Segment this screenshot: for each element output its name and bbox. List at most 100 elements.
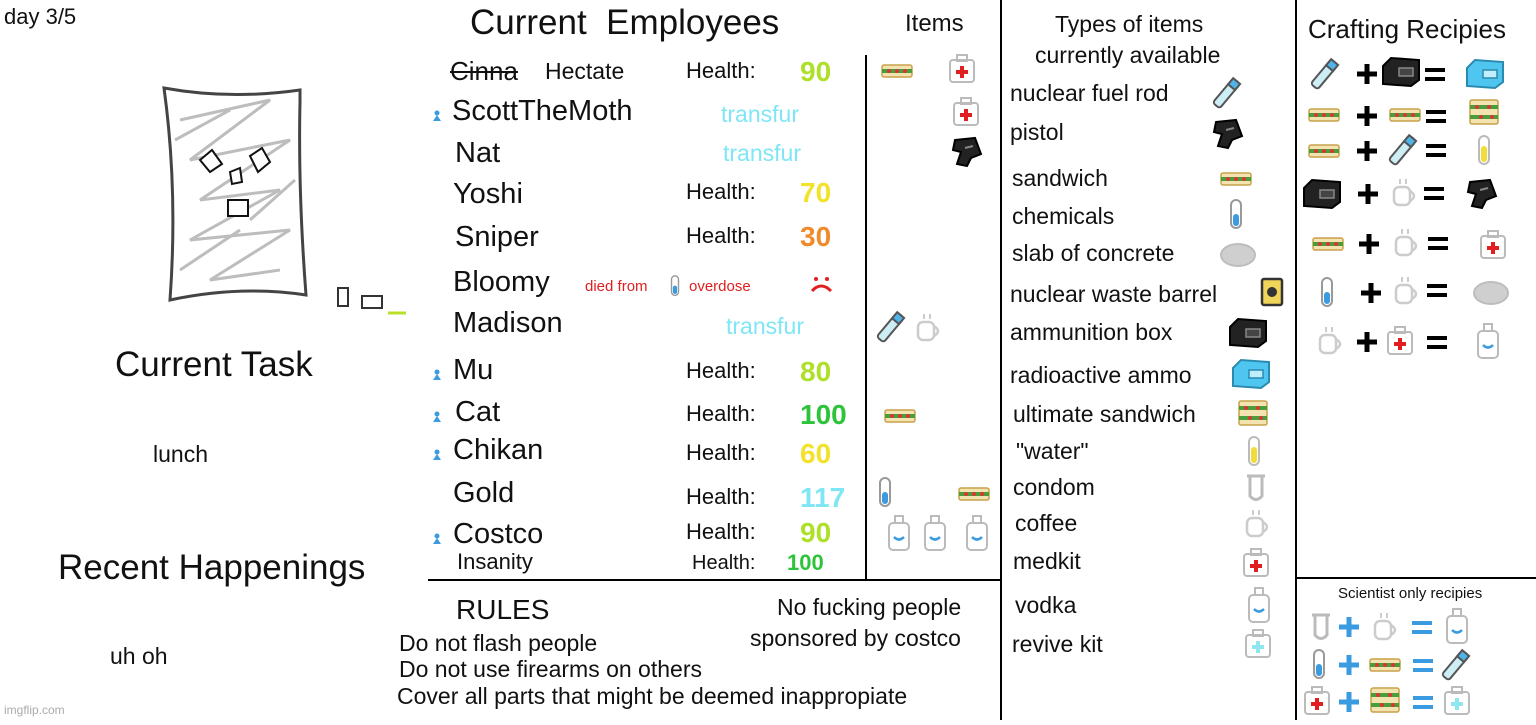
scp-drawing-icon [150,80,420,325]
employee-name: Nat [455,137,501,169]
divider-rules [428,579,1001,581]
health-label: Health: [686,519,756,544]
recipe-7 [1318,322,1500,360]
employee-name: Bloomy [453,266,550,298]
item-type-label: medkit [1013,548,1081,574]
item-type-label: sandwich [1012,165,1108,191]
recipe-2 [1308,99,1499,126]
current-task-value: lunch [153,441,208,467]
crafting-recipes [1297,50,1536,365]
item-type-label: pistol [1010,119,1064,145]
hectate-medkit-icon [949,54,975,83]
radioactive-ammo-icon [1232,359,1270,389]
divider-right [1295,0,1297,720]
concrete-icon [1220,243,1256,267]
health-value: 70 [800,177,832,208]
health-value: 90 [800,56,832,87]
health-label: Health: [686,440,756,465]
death-cause-suffix: overdose [689,278,751,295]
item-type-label: "water" [1016,438,1089,464]
item-types-title-2: currently available [1035,42,1221,68]
employee-name: Costco [453,518,544,550]
employee-name: Yoshi [453,178,523,210]
gold-chemicals-icon [879,477,891,507]
items-title: Items [905,10,964,37]
item-type-label: nuclear fuel rod [1010,80,1169,106]
divider-items [865,55,867,580]
status-transfur: transfur [721,101,799,127]
employee-name: Hectate [545,58,625,84]
health-value: 90 [800,517,832,548]
costco-vodka-icon-1 [887,514,911,552]
death-cause-prefix: died from [585,278,648,295]
rules-title: RULES [456,594,550,625]
recipe-3 [1308,134,1490,167]
status-transfur: transfur [726,313,804,339]
fuel-rod-icon [1211,77,1242,110]
medkit-icon [1243,548,1269,577]
item-type-label: ultimate sandwich [1013,401,1196,427]
waste-barrel-icon [1260,277,1284,307]
revive-kit-icon [1245,629,1271,658]
employee-name: ScottTheMoth [452,95,633,127]
recipe-5 [1312,227,1506,259]
cat-sandwich-icon [884,409,916,423]
sandwich-icon [1220,172,1252,186]
scott-medkit-icon [953,97,979,126]
scientist-icon [433,411,441,422]
recent-happenings-value: uh oh [110,643,168,669]
sci-recipe-1 [1310,607,1469,645]
item-type-label: vodka [1015,592,1077,618]
employee-name: Sniper [455,221,539,253]
recent-happenings-title: Recent Happenings [58,548,366,587]
item-type-label: chemicals [1012,203,1115,229]
scientist-icon [433,369,441,380]
madison-rod-icon [875,311,906,344]
crafting-title: Crafting Recipies [1308,14,1506,44]
day-counter: day 3/5 [4,4,77,29]
ammo-box-icon [1229,318,1267,348]
scientist-recipes-title: Scientist only recipies [1338,585,1483,602]
health-value: 60 [800,438,832,469]
scientist-icon [433,533,441,544]
costco-vodka-icon-3 [965,514,989,552]
health-label: Health: [686,179,756,204]
sci-recipe-3 [1304,686,1470,715]
divider-scientist [1295,577,1536,579]
item-type-label: revive kit [1012,631,1103,657]
health-label: Health: [686,484,756,509]
employees-title: Current Employees [470,3,780,42]
employee-name: Gold [453,477,515,509]
recipe-6 [1321,275,1509,307]
employee-name: Chikan [453,434,544,466]
health-value: 80 [800,356,832,387]
scientist-icon [433,110,441,121]
recipe-1 [1309,57,1504,91]
vodka-icon [1247,586,1271,624]
hectate-sandwich-icon [881,64,913,78]
scientist-recipes [1297,605,1536,725]
rule-side-1: No fucking people [777,594,962,620]
chemicals-icon [670,275,680,297]
item-types-title-1: Types of items [1055,11,1204,37]
pistol-icon [1213,119,1243,149]
rule-side-2: sponsored by costco [750,625,961,651]
nat-pistol-icon [952,137,982,167]
chemicals-icon [1230,199,1242,229]
scientist-icon [433,449,441,460]
insanity-health-value: 100 [787,550,824,575]
water-icon [1248,436,1260,466]
health-value: 30 [800,221,832,252]
health-label: Health: [686,401,756,426]
costco-vodka-icon-2 [923,514,947,552]
watermark: imgflip.com [4,703,65,717]
sad-face-icon [810,277,833,293]
item-type-label: nuclear waste barrel [1010,281,1218,307]
health-value: 117 [800,482,846,513]
health-value: 100 [800,399,847,430]
insanity-label: Insanity [457,549,533,574]
rule-1: Do not flash people [399,630,598,656]
item-type-label: ammunition box [1010,319,1173,345]
madison-coffee-icon [916,312,940,342]
employee-name: Madison [453,307,563,339]
